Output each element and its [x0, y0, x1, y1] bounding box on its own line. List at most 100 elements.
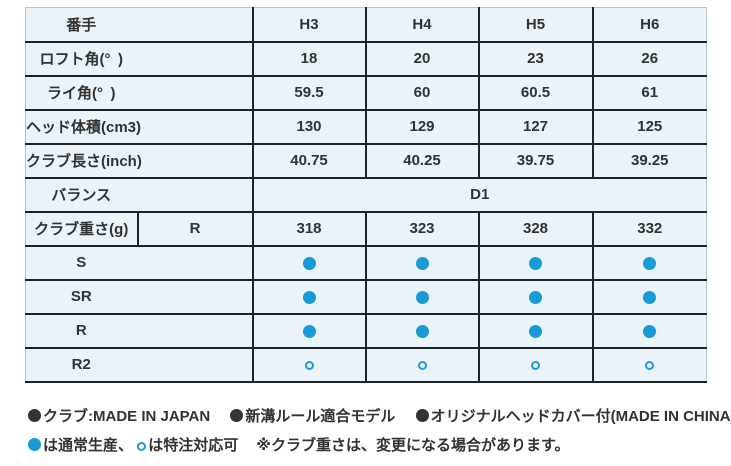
cell-flex-s-h3 [251, 244, 366, 280]
cell-loft-h3: 18 [251, 40, 366, 76]
availability-dot-icon [529, 290, 543, 304]
cell-lie-h5: 60.5 [477, 74, 593, 110]
row-label-club-length: クラブ長さ(inch) [25, 142, 253, 178]
cell-flex-s-h6 [591, 244, 707, 280]
note-made-in-japan-text: クラブ:MADE IN JAPAN [43, 408, 211, 425]
table-row-flex-r: R [25, 312, 707, 348]
table-row-model: 番手 H3 H4 H5 H6 [25, 7, 707, 42]
availability-dot-icon [302, 256, 316, 270]
table-row-balance: バランス D1 [25, 176, 707, 212]
legend-standard-production: は通常生産、 [28, 437, 133, 454]
cell-loft-h4: 20 [364, 40, 479, 76]
cell-flex-s-h4 [364, 244, 479, 280]
footer-note-line-2: は通常生産、 は特注対応可 ※クラブ重さは、変更になる場合があります。 [28, 436, 569, 456]
availability-ring-icon [304, 360, 314, 370]
table-row-club-length: クラブ長さ(inch) 40.75 40.25 39.75 39.25 [25, 142, 707, 178]
availability-dot-icon [415, 256, 429, 270]
note-groove-rule-text: 新溝ルール適合モデル [245, 408, 396, 425]
legend-standard-production-text: は通常生産、 [43, 437, 134, 454]
cell-model-h5: H5 [477, 7, 593, 42]
table-row-loft: ロフト角(° ) 18 20 23 26 [25, 40, 707, 76]
cell-weight-h3: 318 [251, 210, 366, 246]
row-label-flex-r2: R2 [25, 346, 253, 382]
cell-model-h3: H3 [251, 7, 366, 42]
row-label-lie: ライ角(° ) [25, 74, 253, 110]
note-made-in-japan: クラブ:MADE IN JAPAN [28, 408, 210, 425]
cell-flex-r2-h5 [477, 346, 593, 382]
availability-dot-icon [529, 256, 543, 270]
cell-flex-r2-h4 [364, 346, 479, 382]
row-label-club-weight: クラブ重さ(g) [25, 210, 138, 246]
cell-flex-r-h6 [591, 312, 707, 348]
table-row-lie: ライ角(° ) 59.5 60 60.5 61 [25, 74, 707, 110]
filled-dot-icon [415, 409, 429, 422]
cell-weight-h6: 332 [591, 210, 707, 246]
row-label-balance: バランス [25, 176, 253, 212]
cell-flex-r2-h3 [251, 346, 366, 382]
cell-length-h5: 39.75 [477, 142, 593, 178]
row-label-flex-r: R [25, 312, 253, 348]
cell-length-h4: 40.25 [364, 142, 479, 178]
cell-flex-r-h3 [251, 312, 366, 348]
cell-flex-sr-h3 [251, 278, 366, 314]
cell-flex-r-h4 [364, 312, 479, 348]
cell-flex-sr-h5 [477, 278, 593, 314]
table-row-head-volume: ヘッド体積(cm3) 130 129 127 125 [25, 108, 707, 144]
cell-volume-h4: 129 [364, 108, 479, 144]
blue-open-circle-icon [137, 442, 147, 451]
availability-dot-icon [415, 324, 429, 338]
note-headcover-text: オリジナルヘッドカバー付(MADE IN CHINA) [430, 408, 731, 425]
availability-dot-icon [415, 290, 429, 304]
cell-flex-sr-h6 [591, 278, 707, 314]
cell-volume-h3: 130 [251, 108, 366, 144]
availability-dot-icon [643, 324, 657, 338]
availability-dot-icon [529, 324, 543, 338]
cell-length-h6: 39.25 [591, 142, 707, 178]
cell-flex-r2-h6 [591, 346, 707, 382]
cell-length-h3: 40.75 [251, 142, 366, 178]
row-label-head-volume: ヘッド体積(cm3) [25, 108, 253, 144]
row-label-model: 番手 [25, 7, 253, 42]
table-row-flex-s: S [25, 244, 707, 280]
availability-dot-icon [302, 324, 316, 338]
cell-loft-h6: 26 [591, 40, 707, 76]
table-row-flex-r2: R2 [25, 346, 707, 382]
filled-dot-icon [230, 409, 244, 422]
legend-custom-order-text: は特注対応可 [148, 437, 239, 454]
cell-flex-s-h5 [477, 244, 593, 280]
cell-volume-h6: 125 [591, 108, 707, 144]
table-row-club-weight: クラブ重さ(g) R 318 323 328 332 [25, 210, 707, 246]
legend-custom-order: は特注対応可 [137, 437, 238, 454]
availability-ring-icon [645, 360, 655, 370]
cell-model-h6: H6 [591, 7, 707, 42]
cell-lie-h4: 60 [364, 74, 479, 110]
cell-flex-r-h5 [477, 312, 593, 348]
availability-dot-icon [643, 290, 657, 304]
cell-weight-flex: R [136, 210, 253, 246]
cell-lie-h6: 61 [591, 74, 707, 110]
blue-filled-dot-icon [28, 438, 41, 451]
cell-volume-h5: 127 [477, 108, 593, 144]
cell-model-h4: H4 [364, 7, 479, 42]
availability-ring-icon [417, 360, 427, 370]
cell-loft-h5: 23 [477, 40, 593, 76]
club-spec-table: 番手 H3 H4 H5 H6 ロフト角(° ) 18 20 23 26 ライ角(… [25, 7, 708, 383]
note-groove-rule: 新溝ルール適合モデル [230, 408, 395, 425]
cell-balance-all: D1 [251, 176, 707, 212]
row-label-loft: ロフト角(° ) [25, 40, 253, 76]
filled-dot-icon [28, 409, 41, 422]
cell-lie-h3: 59.5 [251, 74, 366, 110]
row-label-flex-s: S [25, 244, 253, 280]
row-label-flex-sr: SR [25, 278, 253, 314]
weight-change-remark: ※クラブ重さは、変更になる場合があります。 [256, 437, 570, 454]
footer-note-line-1: クラブ:MADE IN JAPAN 新溝ルール適合モデル オリジナルヘッドカバー… [28, 407, 731, 427]
availability-dot-icon [302, 290, 316, 304]
availability-ring-icon [531, 360, 541, 370]
table-row-flex-sr: SR [25, 278, 707, 314]
cell-flex-sr-h4 [364, 278, 479, 314]
cell-weight-h5: 328 [477, 210, 593, 246]
availability-dot-icon [643, 256, 657, 270]
cell-weight-h4: 323 [364, 210, 479, 246]
note-headcover: オリジナルヘッドカバー付(MADE IN CHINA) [415, 408, 731, 425]
